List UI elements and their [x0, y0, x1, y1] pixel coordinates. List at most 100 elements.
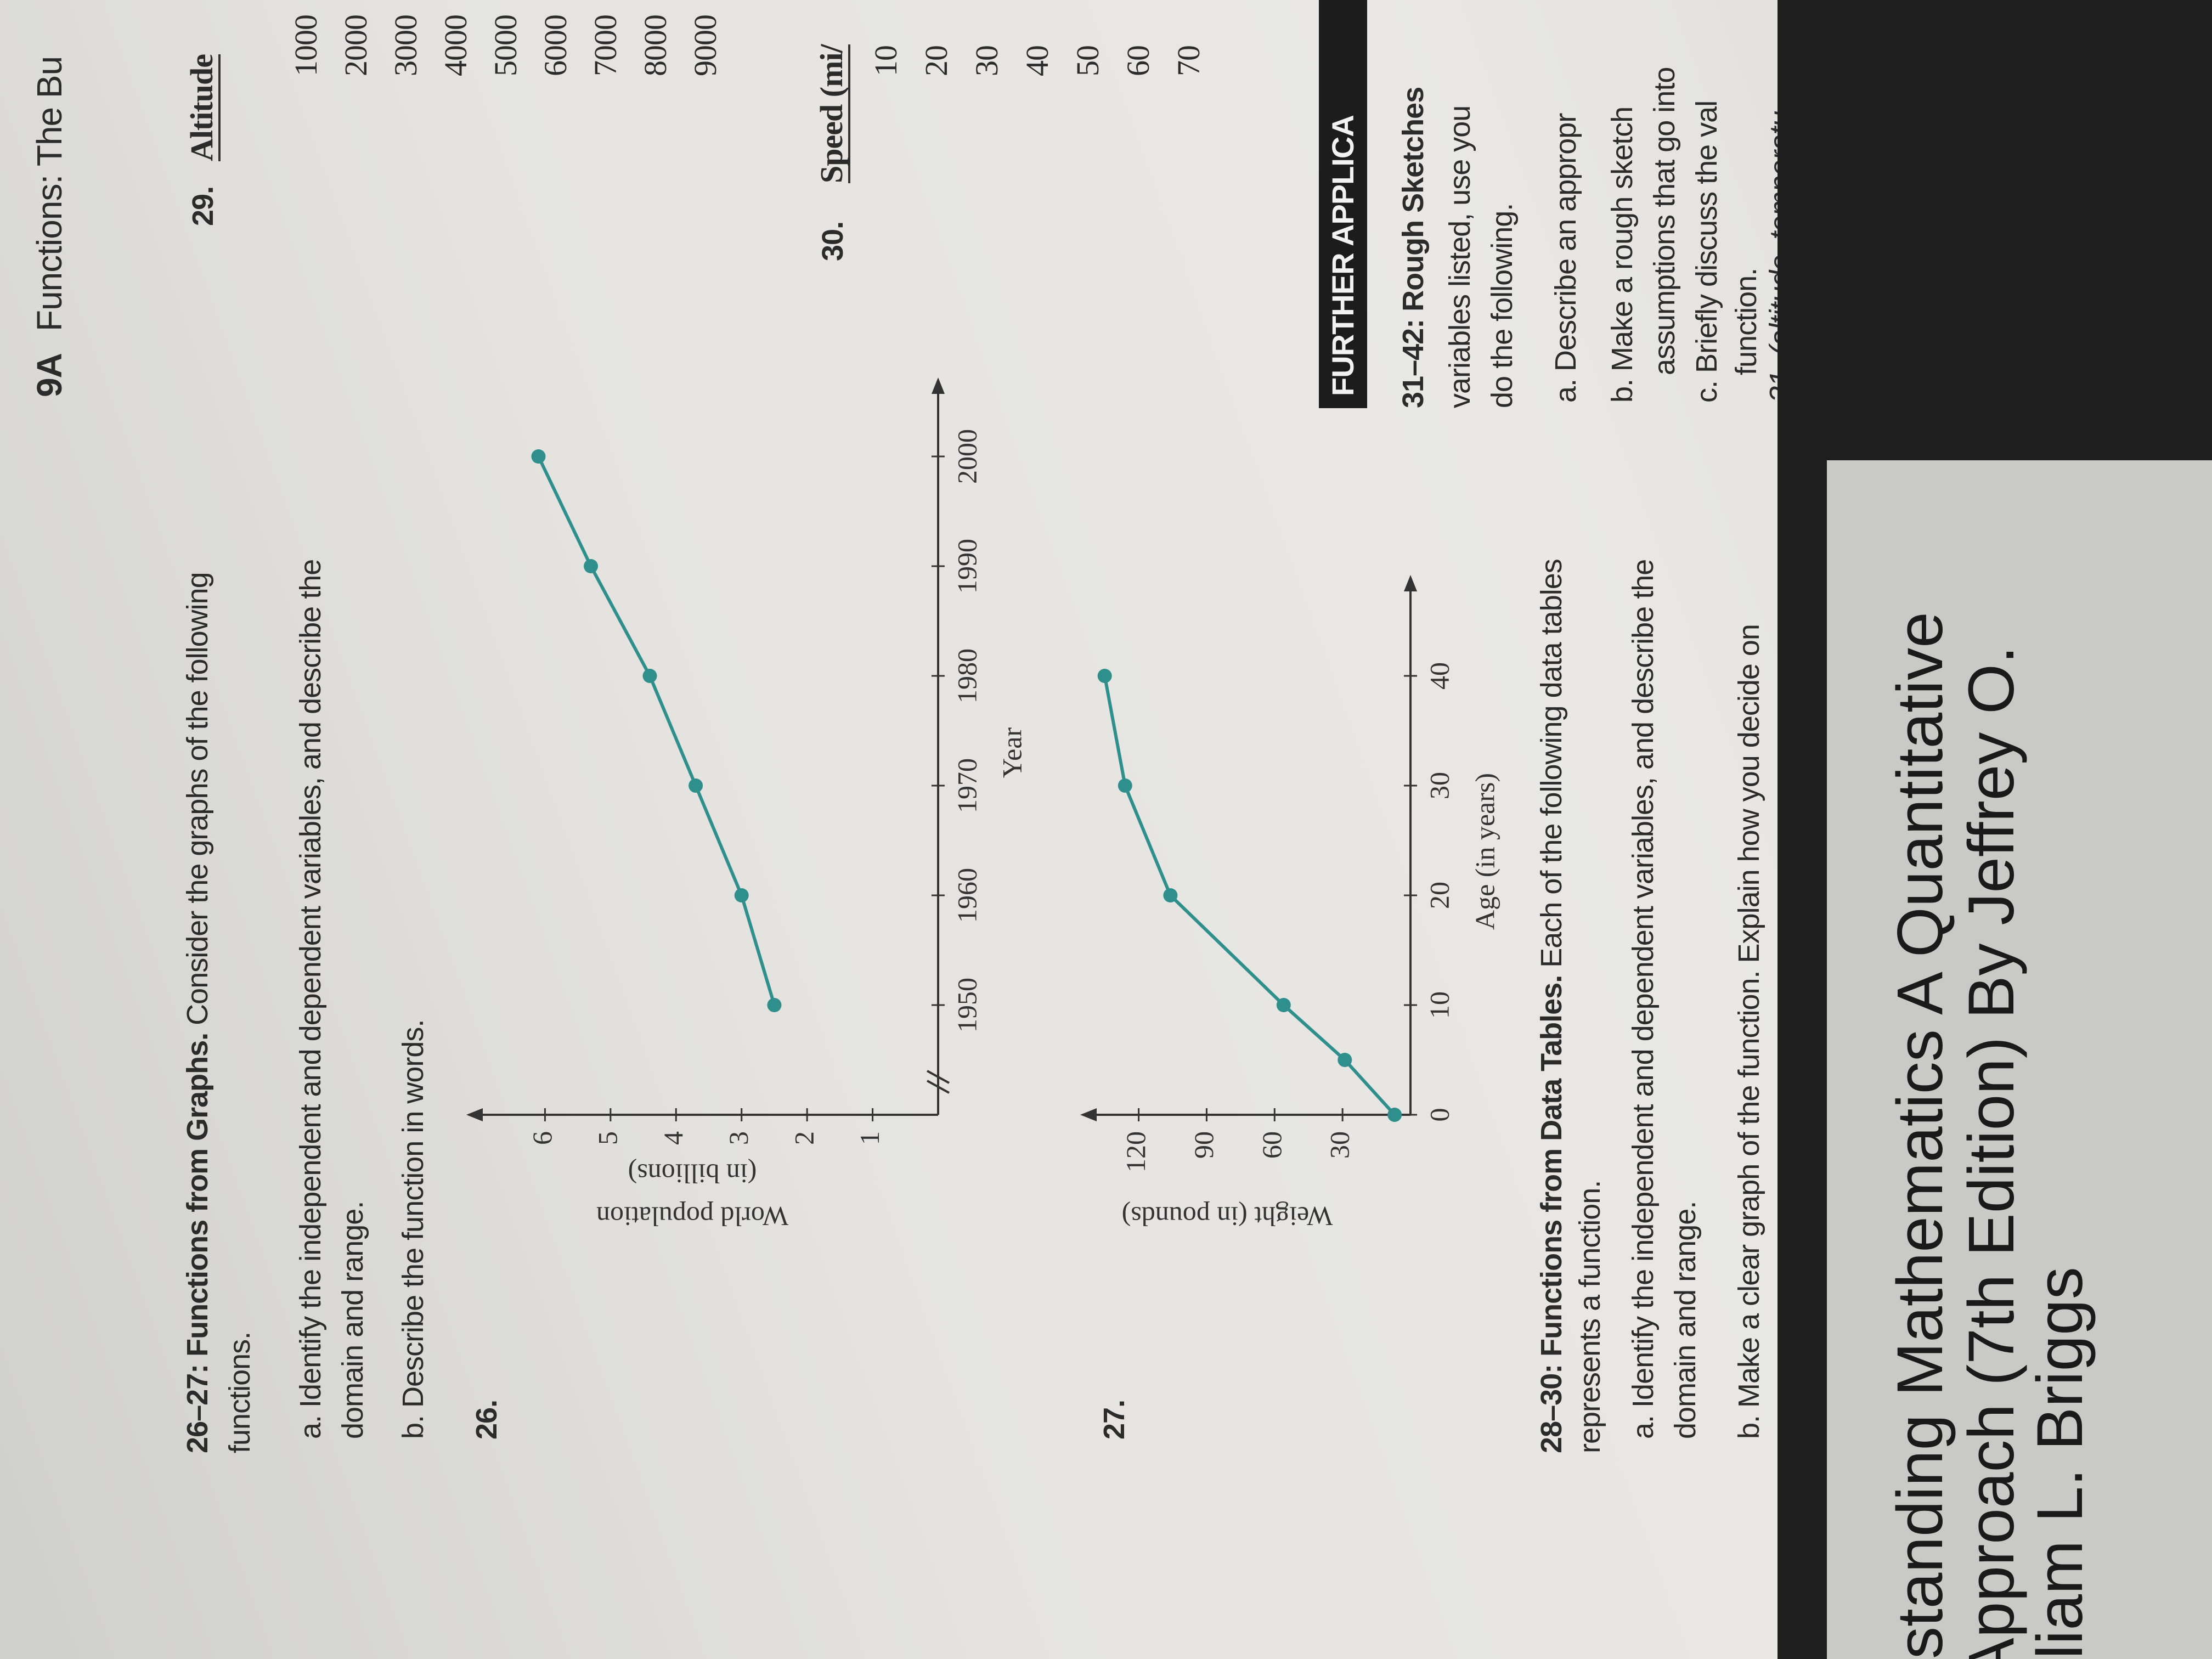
y-axis-label: World population: [596, 1201, 788, 1232]
text: Each of the following data tables: [1535, 559, 1568, 968]
table-cell: 70: [1171, 46, 1206, 76]
item: c. Briefly discuss the val: [1690, 100, 1723, 403]
item: b. Make a clear graph of the function. E…: [1733, 624, 1765, 1439]
x-tick-label: 2000: [951, 429, 982, 484]
text-line: represents a function.: [1573, 1180, 1606, 1453]
text-line: functions.: [223, 1331, 256, 1453]
data-point: [1118, 778, 1132, 793]
table-cell: 4000: [438, 15, 473, 76]
data-point: [734, 888, 749, 902]
axis-arrow: [466, 1108, 483, 1121]
y-tick-label: 5: [592, 1131, 623, 1145]
table-cell: 20: [918, 46, 954, 76]
table-cell: 9000: [687, 15, 723, 76]
text-line: 26–27: Functions from Graphs. Consider th…: [181, 572, 214, 1453]
text-line: do the following.: [1486, 203, 1519, 408]
data-point: [531, 449, 546, 464]
item: a. Describe an appropr: [1549, 113, 1582, 403]
item: domain and range.: [336, 1201, 369, 1439]
table-cell: 3000: [388, 15, 424, 76]
data-line: [537, 455, 776, 1006]
x-axis-label: Age (in years): [1469, 773, 1500, 930]
table-cell: 50: [1070, 46, 1105, 76]
banner-text: FURTHER APPLICA: [1325, 115, 1360, 396]
caption-line: liam L. Briggs: [2024, 1267, 2096, 1659]
axis-arrow: [1404, 575, 1417, 591]
table-cell: 2000: [338, 15, 374, 76]
x-tick-label: 1970: [951, 758, 982, 813]
x-tick-label: 1960: [951, 868, 982, 923]
x-tick-label: 1980: [951, 648, 982, 703]
data-point: [1097, 669, 1112, 683]
data-point: [584, 559, 599, 573]
banner: FURTHER APPLICA: [1319, 0, 1367, 408]
x-tick-label: 40: [1424, 662, 1454, 690]
table-header: Speed (mi/: [814, 44, 850, 183]
y-tick-label: 2: [789, 1131, 820, 1145]
text-line: 28–30: Functions from Data Tables. Each o…: [1535, 559, 1568, 1453]
data-point: [689, 778, 703, 793]
axis-arrow: [932, 377, 945, 394]
item: domain and range.: [1669, 1201, 1702, 1439]
table-cell: 60: [1120, 46, 1156, 76]
table-cell: 10: [868, 46, 904, 76]
problem-number: 29.: [187, 186, 219, 226]
axis-arrow: [1080, 1108, 1097, 1121]
heading: 28–30: Functions from Data Tables.: [1535, 975, 1568, 1453]
table-cell: 40: [1019, 46, 1055, 76]
y-tick-label: 6: [527, 1131, 557, 1145]
item: a. Identify the independent and dependen…: [294, 559, 327, 1439]
table-cell: 1000: [288, 15, 324, 76]
y-axis-label: (in billions): [628, 1159, 757, 1189]
data-point: [1338, 1053, 1352, 1067]
y-tick-label: 60: [1256, 1131, 1287, 1159]
y-axis-label: Weight (in pounds): [1122, 1201, 1333, 1232]
data-point: [642, 669, 657, 683]
y-tick-label: 120: [1120, 1131, 1151, 1172]
data-point: [1163, 888, 1178, 902]
heading: 26–27: Functions from Graphs.: [181, 1032, 214, 1453]
axis-break: [927, 1080, 950, 1094]
item: a. Identify the independent and dependen…: [1627, 559, 1660, 1439]
y-tick-label: 30: [1324, 1131, 1355, 1159]
x-tick-label: 20: [1424, 882, 1454, 909]
table-cell: 8000: [637, 15, 673, 76]
problem-number: 27.: [1098, 1400, 1131, 1440]
item: assumptions that go into: [1648, 67, 1681, 375]
table-cell: 6000: [538, 15, 573, 76]
x-tick-label: 0: [1424, 1108, 1454, 1122]
x-tick-label: 10: [1424, 991, 1454, 1019]
item: b. Make a rough sketch: [1606, 106, 1639, 403]
caption-line: Approach (7th Edition) By Jeffrey O.: [1955, 646, 2028, 1659]
axis-break: [927, 1070, 950, 1084]
x-tick-label: 1990: [951, 539, 982, 594]
caption-line: standing Mathematics A Quantitative: [1884, 612, 1956, 1659]
item: b. Describe the function in words.: [397, 1019, 430, 1439]
x-tick-label: 1950: [951, 978, 982, 1032]
table-cell: 5000: [488, 15, 523, 76]
y-tick-label: 3: [723, 1131, 754, 1145]
table-cell: 7000: [588, 15, 623, 76]
item: function.: [1730, 268, 1763, 375]
data-point: [1387, 1108, 1402, 1122]
problem-number: 30.: [816, 221, 849, 261]
problem-number: 26.: [470, 1400, 503, 1440]
section-number: 9A: [30, 353, 69, 397]
data-point: [1276, 998, 1291, 1012]
x-axis-label: Year: [996, 727, 1027, 778]
table-cell: 30: [969, 46, 1005, 76]
monitor-bezel: [1778, 0, 2212, 460]
text-line: variables listed, use you: [1443, 105, 1476, 408]
y-tick-label: 90: [1188, 1131, 1219, 1159]
y-tick-label: 1: [854, 1131, 885, 1145]
x-tick-label: 30: [1424, 772, 1454, 799]
text: Consider the graphs of the following: [181, 572, 214, 1025]
y-tick-label: 4: [658, 1131, 689, 1145]
charts: 1950 1960 1970 1980 1990 2000 1 2 3 4 5 6 Year World …: [466, 377, 1500, 1232]
data-point: [767, 998, 782, 1012]
table-header: Altitude: [184, 54, 221, 161]
data-line: [1103, 675, 1396, 1116]
chapter-title: Functions: The Bu: [30, 56, 69, 331]
